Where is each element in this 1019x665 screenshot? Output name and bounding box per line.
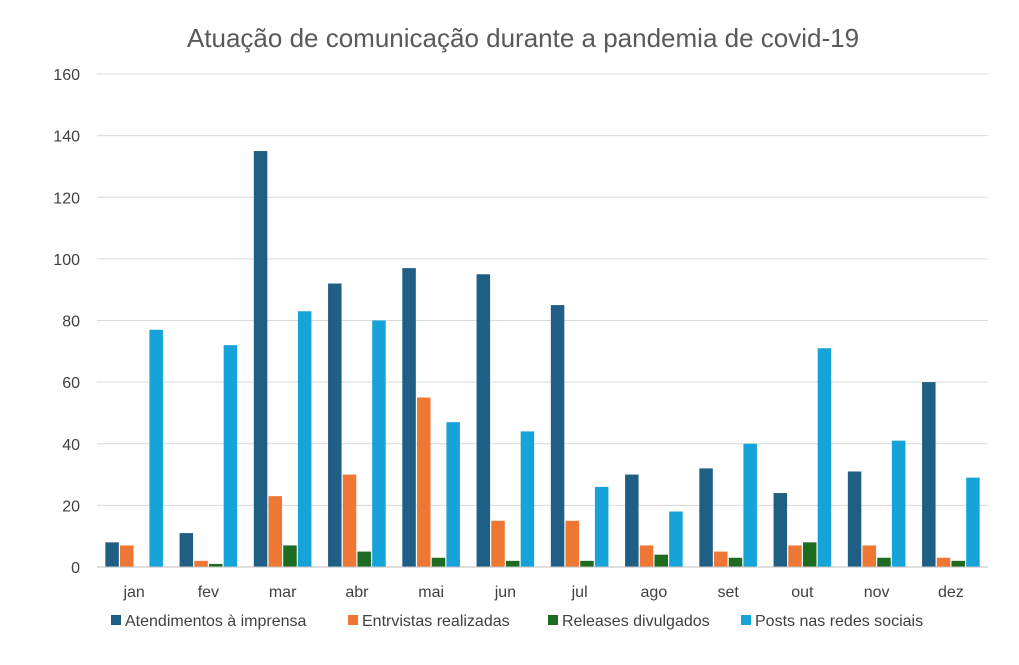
y-axis-ticks: 0 20 40 60 80 100 120 140 160 bbox=[53, 67, 80, 577]
bar-abr-series-3 bbox=[357, 551, 371, 567]
x-tick-label: jul bbox=[571, 584, 588, 601]
bar-fev-series-3 bbox=[208, 563, 223, 567]
legend: Atendimentos à imprensa Entrvistas realiz… bbox=[111, 613, 923, 630]
bar-jul-series-2 bbox=[565, 520, 580, 567]
x-tick-label: jun bbox=[494, 584, 516, 601]
bar-set-series-2 bbox=[714, 551, 728, 567]
y-tick-label: 120 bbox=[53, 190, 80, 207]
legend-item: Posts nas redes sociais bbox=[741, 613, 923, 630]
legend-label: Posts nas redes sociais bbox=[755, 613, 923, 630]
bar-jan-series-1 bbox=[105, 542, 119, 567]
bar-mai-series-3 bbox=[431, 557, 446, 567]
bar-mar-series-3 bbox=[283, 545, 297, 567]
bar-jul-series-3 bbox=[580, 560, 594, 567]
bar-jun-series-4 bbox=[520, 431, 535, 567]
bar-ago-series-1 bbox=[625, 474, 639, 567]
x-tick-label: set bbox=[717, 584, 739, 601]
legend-item: Entrvistas realizadas bbox=[348, 613, 510, 630]
bar-jun-series-2 bbox=[491, 520, 505, 567]
x-tick-label: fev bbox=[198, 584, 219, 601]
bar-dez-series-2 bbox=[936, 557, 951, 567]
bar-ago-series-3 bbox=[654, 554, 668, 567]
bar-nov-series-1 bbox=[847, 471, 862, 567]
bar-fev-series-1 bbox=[179, 533, 194, 567]
bar-jan-series-4 bbox=[149, 329, 163, 567]
gridlines bbox=[97, 73, 988, 506]
y-tick-label: 140 bbox=[53, 129, 80, 146]
x-tick-label: ago bbox=[641, 584, 668, 601]
bar-jul-series-1 bbox=[550, 305, 565, 567]
bar-fev-series-2 bbox=[194, 560, 208, 567]
bar-mar-series-2 bbox=[268, 496, 283, 567]
bar-out-series-4 bbox=[817, 348, 832, 567]
bar-dez-series-1 bbox=[922, 382, 936, 567]
bar-abr-series-1 bbox=[328, 283, 342, 567]
bar-dez-series-4 bbox=[966, 477, 980, 567]
legend-item: Atendimentos à imprensa bbox=[111, 613, 307, 630]
bar-mai-series-1 bbox=[402, 268, 416, 567]
legend-swatch bbox=[548, 615, 558, 625]
bar-mai-series-2 bbox=[417, 397, 431, 567]
y-tick-label: 60 bbox=[62, 375, 80, 392]
y-tick-label: 160 bbox=[53, 67, 80, 84]
x-tick-label: nov bbox=[864, 584, 890, 601]
bar-mar-series-4 bbox=[297, 311, 312, 567]
bar-ago-series-4 bbox=[669, 511, 683, 567]
bar-jul-series-4 bbox=[594, 486, 609, 567]
legend-item: Releases divulgados bbox=[548, 613, 710, 630]
x-tick-label: dez bbox=[938, 584, 964, 601]
x-axis-ticks: jan fev mar abr mai jun jul ago set out nov dez bbox=[122, 584, 963, 601]
x-tick-label: out bbox=[791, 584, 814, 601]
legend-swatch bbox=[741, 615, 751, 625]
bar-abr-series-4 bbox=[372, 320, 386, 567]
chart-title: Atuação de comunicação durante a pandemi… bbox=[187, 23, 859, 53]
legend-swatch bbox=[348, 615, 358, 625]
y-tick-label: 40 bbox=[62, 437, 80, 454]
bar-out-series-1 bbox=[773, 493, 788, 567]
legend-swatch bbox=[111, 615, 121, 625]
x-tick-label: mai bbox=[418, 584, 444, 601]
legend-label: Atendimentos à imprensa bbox=[125, 613, 307, 630]
bar-jun-series-1 bbox=[476, 274, 491, 567]
bar-fev-series-4 bbox=[223, 345, 238, 567]
bar-nov-series-3 bbox=[877, 557, 891, 567]
legend-label: Releases divulgados bbox=[562, 613, 710, 630]
x-tick-label: jan bbox=[122, 584, 144, 601]
bar-jun-series-3 bbox=[505, 560, 520, 567]
bar-dez-series-3 bbox=[951, 560, 965, 567]
x-tick-label: abr bbox=[345, 584, 369, 601]
bar-set-series-1 bbox=[699, 468, 713, 567]
bar-set-series-4 bbox=[743, 443, 757, 567]
bar-abr-series-2 bbox=[342, 474, 357, 567]
bar-set-series-3 bbox=[728, 557, 743, 567]
bar-out-series-2 bbox=[788, 545, 802, 567]
x-tick-label: mar bbox=[269, 584, 297, 601]
y-tick-label: 0 bbox=[71, 560, 80, 577]
bars bbox=[105, 151, 980, 567]
y-tick-label: 80 bbox=[62, 314, 80, 331]
bar-jan-series-2 bbox=[120, 545, 134, 567]
bar-mai-series-4 bbox=[446, 422, 460, 567]
bar-mar-series-1 bbox=[253, 151, 268, 567]
bar-out-series-3 bbox=[802, 542, 817, 567]
bar-nov-series-4 bbox=[891, 440, 906, 567]
bar-nov-series-2 bbox=[862, 545, 877, 567]
legend-label: Entrvistas realizadas bbox=[362, 613, 510, 630]
y-tick-label: 100 bbox=[53, 252, 80, 269]
bar-ago-series-2 bbox=[639, 545, 654, 567]
y-tick-label: 20 bbox=[62, 498, 80, 515]
